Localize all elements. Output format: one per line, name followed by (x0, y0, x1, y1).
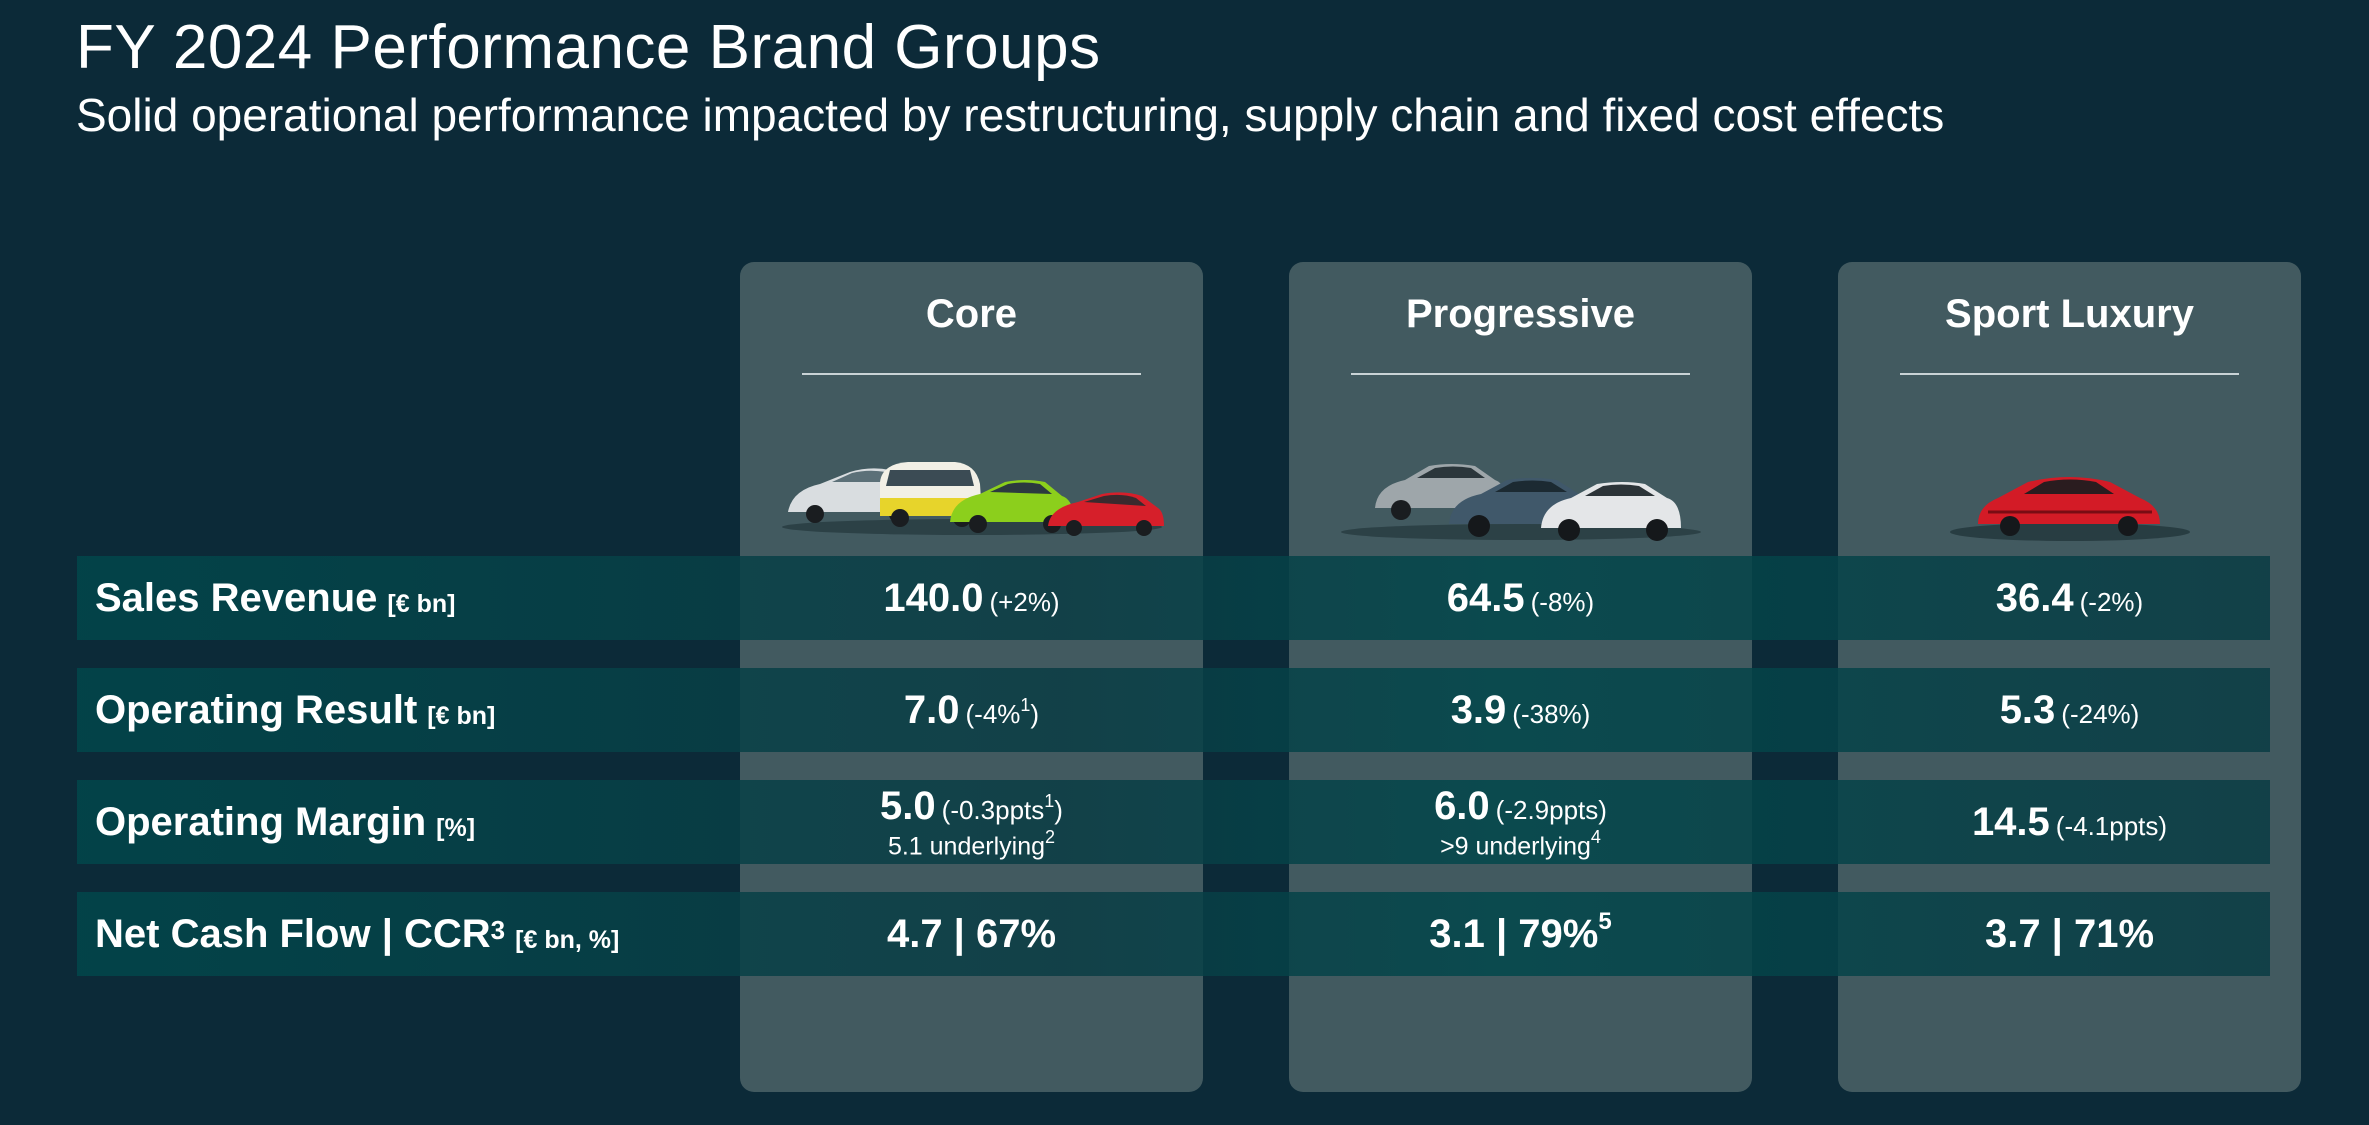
row-label-sales-revenue: Sales Revenue [€ bn] (95, 575, 456, 620)
cell-progressive-net-cash-flow: 3.1 | 79%5 (1429, 907, 1612, 956)
column-divider (1351, 373, 1690, 375)
cell-sport-luxury-operating-margin: 14.5 (-4.1ppts) (1971, 800, 2168, 844)
core-cars-image (782, 462, 1164, 536)
column-divider (802, 373, 1141, 375)
cell-progressive-operating-margin: 6.0 (-2.9ppts) >9 underlying4 (1434, 783, 1607, 860)
row-band-net-cash-flow (77, 892, 2270, 976)
row-band-operating-margin (77, 780, 2270, 864)
row-label-operating-result: Operating Result [€ bn] (95, 687, 496, 732)
row-band-operating-result (77, 668, 2270, 752)
cell-sport-luxury-operating-result: 5.3 (-24%) (1999, 688, 2140, 732)
cell-core-net-cash-flow: 4.7 | 67% (886, 912, 1057, 956)
cell-core-operating-margin: 5.0 (-0.3ppts1) 5.1 underlying2 (880, 783, 1063, 860)
cell-core-sales-revenue: 140.0 (+2%) (883, 576, 1060, 620)
column-header-core: Core (925, 292, 1018, 336)
cell-progressive-operating-result: 3.9 (-38%) (1450, 688, 1591, 732)
page-subtitle: Solid operational performance impacted b… (76, 89, 1945, 141)
sport-luxury-car-image (1950, 477, 2190, 541)
cell-core-operating-result: 7.0 (-4%1) (903, 688, 1040, 732)
column-divider (1900, 373, 2239, 375)
row-label-operating-margin: Operating Margin [%] (95, 799, 476, 844)
cell-progressive-sales-revenue: 64.5 (-8%) (1446, 576, 1595, 620)
cell-sport-luxury-sales-revenue: 36.4 (-2%) (1995, 576, 2144, 620)
page-title: FY 2024 Performance Brand Groups (76, 13, 1101, 82)
column-header-progressive: Progressive (1405, 292, 1636, 336)
cell-sport-luxury-net-cash-flow: 3.7 | 71% (1984, 912, 2155, 956)
column-header-sport-luxury: Sport Luxury (1945, 292, 2194, 336)
row-band-sales-revenue (77, 556, 2270, 640)
row-label-net-cash-flow: Net Cash Flow | CCR 3 [€ bn, %] (95, 911, 620, 956)
progressive-cars-image (1341, 464, 1701, 541)
